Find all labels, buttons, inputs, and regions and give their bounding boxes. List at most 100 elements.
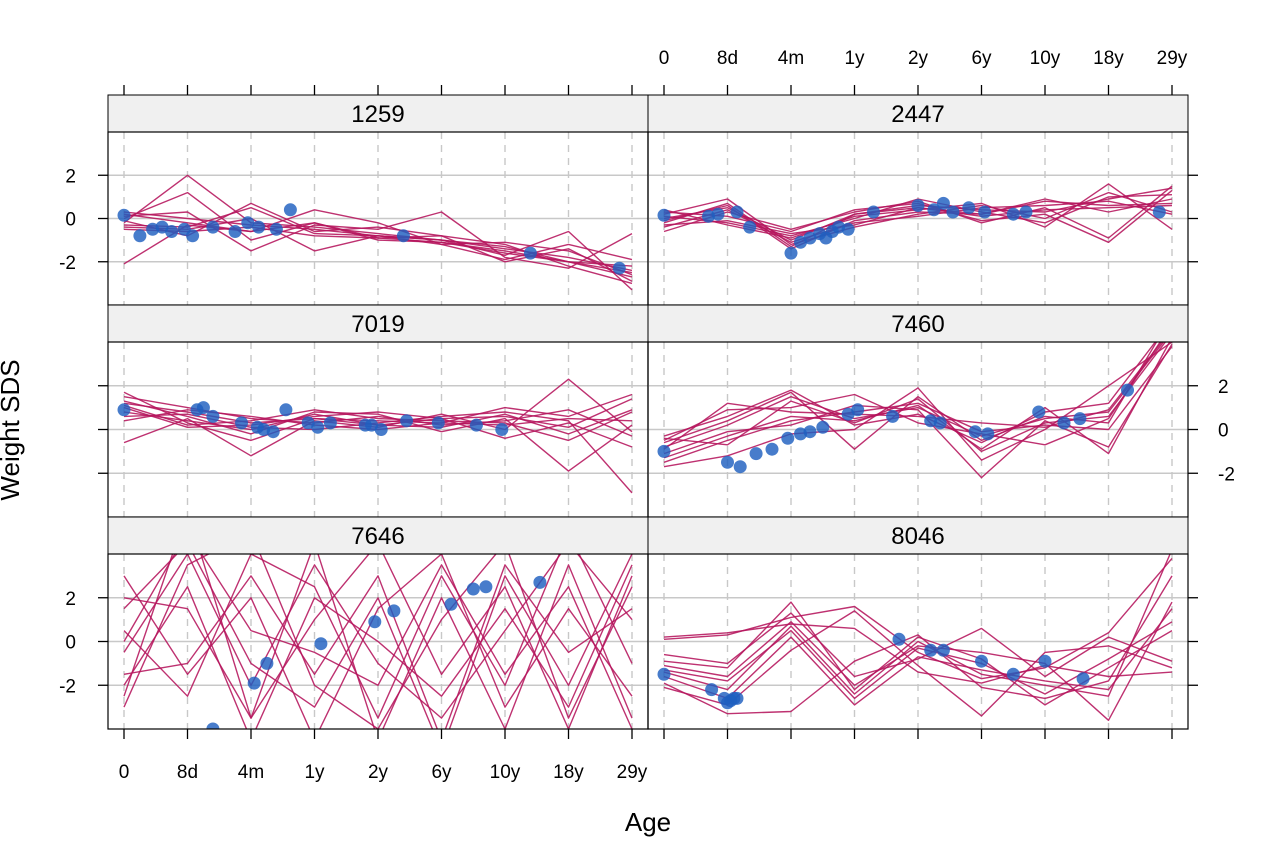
- observed-point: [781, 431, 795, 445]
- observed-point: [133, 229, 147, 243]
- observed-point: [924, 643, 938, 657]
- trajectory-line: [123, 174, 633, 272]
- observed-point: [1076, 672, 1090, 686]
- observed-point: [612, 261, 626, 275]
- y-tick-label: 2: [65, 166, 76, 187]
- observed-point: [841, 222, 855, 236]
- axes-layer: 0 8d 4m 1y 2y 6y 10y 18y 29y 0 8d 4m 1y 2y 6y 10y 18y 29y…: [59, 48, 1235, 783]
- observed-point: [269, 222, 283, 236]
- x-tick-label: 0: [659, 48, 670, 69]
- observed-point: [981, 427, 995, 441]
- observed-point: [165, 225, 179, 238]
- panel-content: [117, 174, 633, 291]
- trajectory-line: [663, 342, 1173, 468]
- observed-point: [479, 580, 493, 594]
- panel-7019: 7019: [107, 304, 649, 518]
- trajectory-line: [663, 575, 1173, 715]
- observed-point: [705, 683, 719, 697]
- observed-point: [730, 205, 744, 219]
- panel-content: [657, 342, 1173, 479]
- observed-point: [946, 205, 960, 219]
- observed-point: [1006, 207, 1020, 221]
- observed-point: [1152, 205, 1166, 219]
- observed-point: [968, 425, 982, 439]
- panel-strip-label: 7019: [351, 311, 404, 338]
- x-tick-label: 8d: [717, 48, 738, 69]
- trajectory-line: [123, 554, 633, 729]
- trajectory-line: [123, 554, 633, 719]
- y-tick-label: 0: [65, 210, 76, 231]
- observed-point: [283, 203, 297, 217]
- observed-point: [495, 423, 509, 436]
- observed-point: [523, 246, 537, 260]
- trajectory-line: [123, 554, 633, 729]
- observed-point: [1032, 405, 1046, 419]
- trajectory-line: [123, 191, 633, 285]
- observed-point: [533, 575, 547, 589]
- observed-point: [936, 196, 950, 210]
- observed-point: [730, 691, 744, 705]
- x-tick-label: 0: [119, 762, 130, 783]
- observed-point: [444, 597, 458, 611]
- trajectory-line: [123, 554, 633, 729]
- observed-point: [743, 220, 757, 234]
- x-tick-label: 1y: [844, 48, 865, 69]
- observed-point: [1121, 383, 1134, 397]
- observed-point: [927, 203, 941, 217]
- panel-strip: [647, 94, 1189, 133]
- x-tick-label: 18y: [1093, 48, 1124, 69]
- x-tick-label: 18y: [553, 762, 584, 783]
- observed-point: [196, 401, 210, 415]
- observed-point: [975, 654, 988, 668]
- observed-point: [374, 423, 388, 436]
- observed-point: [978, 205, 992, 219]
- observed-point: [851, 403, 865, 417]
- panel-strip: [107, 516, 649, 555]
- observed-point: [1019, 205, 1033, 219]
- trajectory-line: [123, 564, 633, 729]
- trajectory-line: [663, 621, 1173, 700]
- observed-point: [314, 637, 328, 651]
- x-ticks-bottom-right: [663, 729, 1173, 739]
- trajectory-line: [663, 342, 1165, 448]
- trajectory-line: [123, 404, 633, 442]
- observed-point: [206, 722, 220, 729]
- x-tick-label: 6y: [431, 762, 452, 783]
- y-tick-label: 0: [65, 633, 76, 654]
- observed-point: [241, 216, 255, 230]
- x-axis-bottom-left: 0 8d 4m 1y 2y 6y 10y 18y 29y: [119, 729, 648, 783]
- observed-point: [206, 220, 220, 234]
- observed-point: [252, 220, 266, 234]
- panel-strip: [647, 304, 1189, 343]
- observed-point: [1073, 412, 1087, 426]
- observed-point: [657, 208, 671, 222]
- trajectory-line: [663, 200, 1173, 244]
- grid: [648, 132, 1188, 305]
- observed-point: [867, 205, 880, 219]
- x-axis-title: Age: [625, 807, 671, 837]
- observed-point: [117, 208, 131, 222]
- trajectory-line: [663, 342, 1162, 446]
- grid: [648, 342, 1188, 517]
- x-tick-label: 2y: [908, 48, 929, 69]
- observed-point: [266, 425, 280, 439]
- y-tick-label: 2: [1218, 377, 1229, 398]
- y-tick-label: 2: [65, 589, 76, 610]
- trajectory-line: [663, 191, 1173, 246]
- trajectory-line: [663, 342, 1158, 450]
- observed-point: [657, 667, 671, 681]
- observed-point: [466, 582, 480, 596]
- x-tick-label: 29y: [617, 762, 648, 783]
- observed-point: [368, 615, 382, 629]
- panel-strip-label: 7460: [891, 311, 944, 338]
- x-tick-label: 4m: [238, 762, 264, 783]
- panel-1259: 1259: [107, 94, 649, 306]
- observed-point: [749, 447, 763, 461]
- panel-strip-label: 8046: [891, 523, 944, 550]
- x-axis-top-right: 0 8d 4m 1y 2y 6y 10y 18y 29y: [659, 48, 1188, 95]
- y-tick-label: 0: [1218, 421, 1229, 442]
- panel-8046: 8046: [647, 516, 1189, 730]
- observed-point: [387, 604, 401, 618]
- observed-point: [816, 420, 830, 434]
